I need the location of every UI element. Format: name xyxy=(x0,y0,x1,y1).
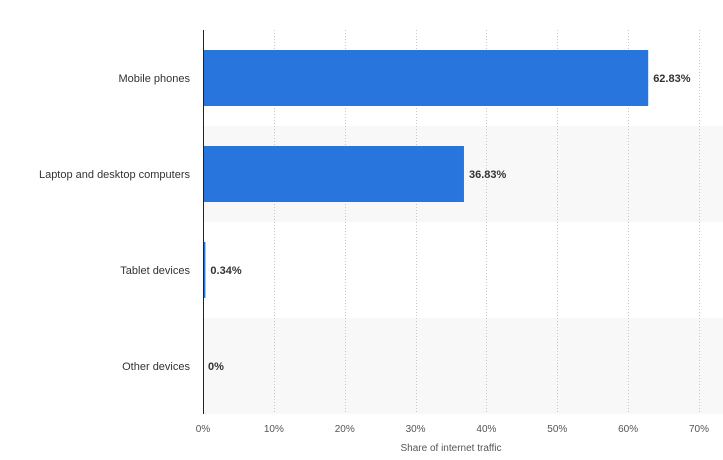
data-labels: 62.83% 36.83% 0.34% 0% xyxy=(208,73,691,373)
x-tick-labels: 0% 10% 20% 30% 40% 50% 60% 70% xyxy=(196,424,709,435)
x-tick-label: 20% xyxy=(335,424,355,435)
data-label: 36.83% xyxy=(469,169,507,181)
x-axis-title: Share of internet traffic xyxy=(401,443,502,454)
x-tick-label: 70% xyxy=(689,424,709,435)
data-label: 0.34% xyxy=(210,265,241,277)
x-tick-label: 0% xyxy=(196,424,211,435)
x-tick-label: 30% xyxy=(406,424,426,435)
category-label: Mobile phones xyxy=(118,73,190,85)
x-tick-label: 10% xyxy=(264,424,284,435)
row-band xyxy=(203,318,723,414)
category-labels: Mobile phones Laptop and desktop computer… xyxy=(39,73,191,373)
category-label: Laptop and desktop computers xyxy=(39,169,191,181)
x-tick-label: 50% xyxy=(547,424,567,435)
bar[interactable] xyxy=(203,146,464,202)
data-label: 62.83% xyxy=(653,73,691,85)
category-label: Tablet devices xyxy=(120,265,190,277)
row-bands xyxy=(203,126,723,414)
x-tick-label: 40% xyxy=(476,424,496,435)
data-label: 0% xyxy=(208,361,224,373)
bar[interactable] xyxy=(203,50,649,106)
category-label: Other devices xyxy=(122,361,190,373)
bar[interactable] xyxy=(203,242,206,298)
x-tick-label: 60% xyxy=(618,424,638,435)
bars xyxy=(203,50,649,298)
